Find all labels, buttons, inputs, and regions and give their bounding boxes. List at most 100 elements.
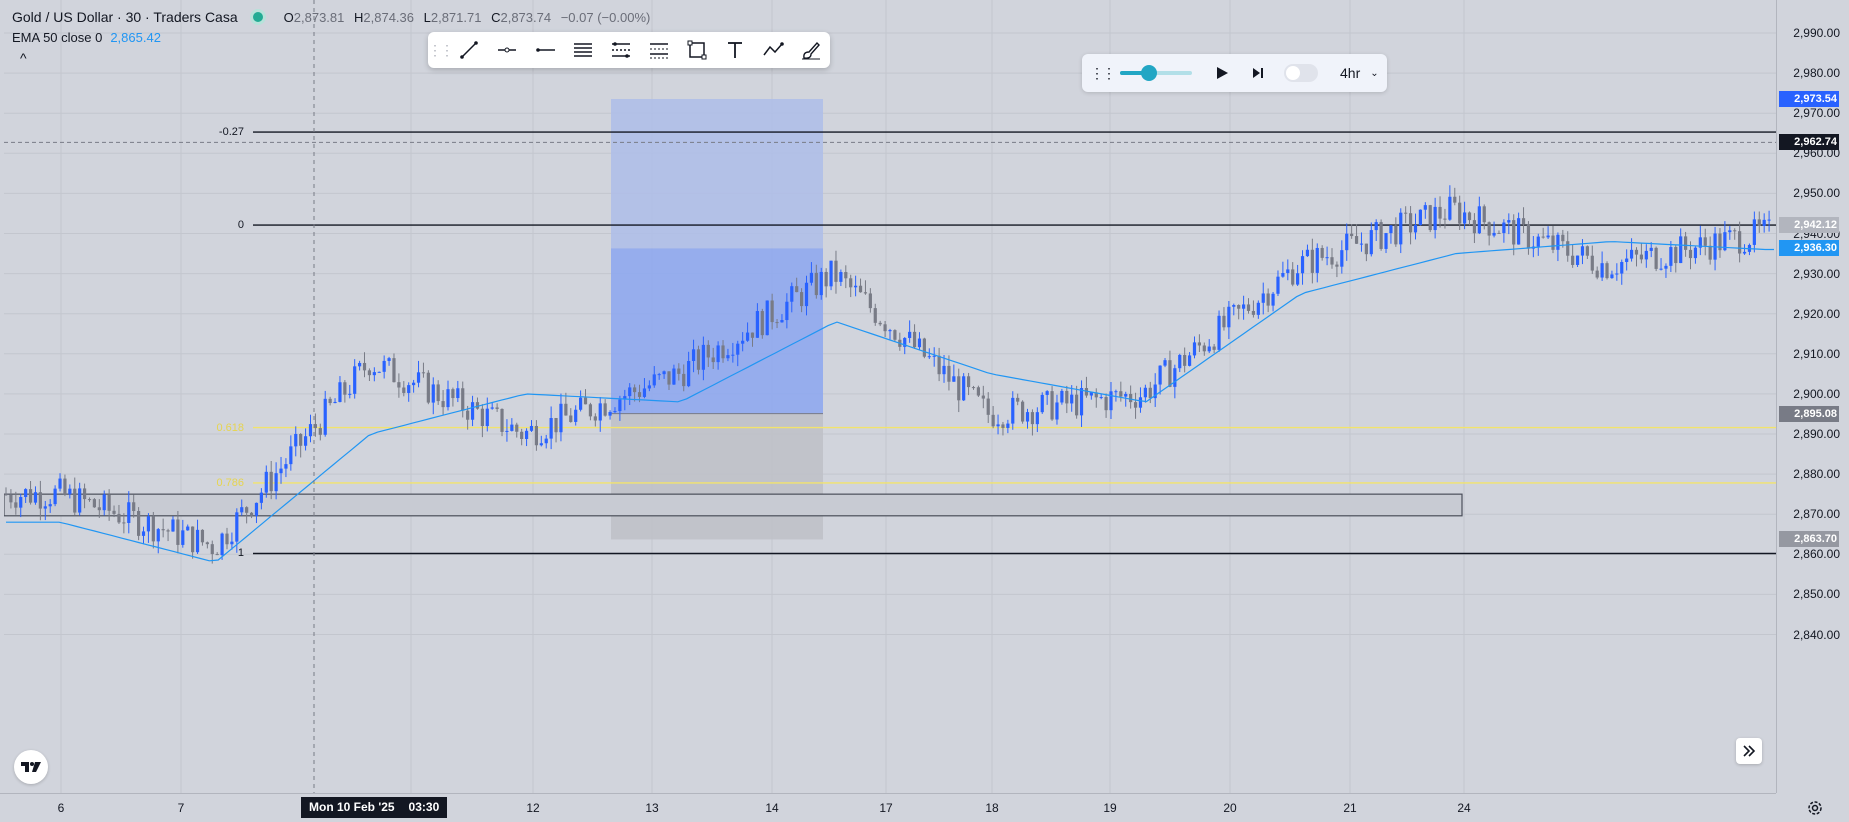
ema-indicator-label[interactable]: EMA 50 close 0 xyxy=(12,29,103,45)
candle-body xyxy=(549,418,553,439)
replay-toggle[interactable] xyxy=(1284,64,1318,82)
candle-body xyxy=(1620,261,1624,274)
candle-body xyxy=(1408,213,1413,233)
candle-body xyxy=(97,507,101,511)
candle-body xyxy=(991,414,995,427)
candle-body xyxy=(1075,394,1079,416)
candle-body xyxy=(1487,222,1491,236)
fib-retracement[interactable] xyxy=(253,131,1776,555)
candle-body xyxy=(87,499,92,501)
candle-body xyxy=(1433,206,1437,231)
candle-body xyxy=(839,272,843,282)
trend-line-icon[interactable] xyxy=(450,32,488,68)
candle-body xyxy=(1512,220,1516,245)
candle-body xyxy=(667,371,671,385)
ema-line xyxy=(6,241,1774,562)
candle-body xyxy=(102,494,106,511)
parallel-channel-icon[interactable] xyxy=(564,32,602,68)
candle-body xyxy=(908,331,912,338)
candle-body xyxy=(1379,222,1383,249)
price-tick-label: 2,880.00 xyxy=(1793,467,1840,482)
text-icon[interactable] xyxy=(716,32,754,68)
chart-legend: Gold / US Dollar · 30 · Traders Casa O2,… xyxy=(12,7,656,47)
replay-interval-select[interactable]: 4hr xyxy=(1340,65,1361,81)
collapse-legend-button[interactable]: ^ xyxy=(20,50,27,66)
price-axis[interactable]: 2,990.00 2,980.00 2,970.00 2,960.00 2,950.00… xyxy=(1776,0,1849,793)
slider-knob[interactable] xyxy=(1140,65,1157,81)
step-forward-icon[interactable] xyxy=(1240,55,1276,91)
candle-body xyxy=(633,387,637,393)
ray-icon[interactable] xyxy=(488,32,526,68)
time-tick-label: 14 xyxy=(765,801,779,815)
candle-body xyxy=(1394,225,1398,245)
price-tick-label: 2,920.00 xyxy=(1793,306,1840,321)
fib-retracement-icon[interactable] xyxy=(602,32,640,68)
chevron-down-icon[interactable]: ⌄ xyxy=(1370,67,1379,79)
candle-body xyxy=(1492,232,1496,236)
candle-body xyxy=(608,411,612,416)
candle-body xyxy=(82,488,87,500)
candle-body xyxy=(343,382,347,395)
candle-body xyxy=(392,358,396,383)
candle-body xyxy=(1674,247,1678,264)
candle-body xyxy=(416,372,421,383)
candle-body xyxy=(687,360,691,387)
brush-icon[interactable] xyxy=(792,32,830,68)
candle-body xyxy=(53,488,57,505)
symbol-title[interactable]: Gold / US Dollar · 30 · Traders Casa xyxy=(12,9,238,25)
play-icon[interactable] xyxy=(1204,55,1240,91)
candle-body xyxy=(1502,222,1506,234)
candle-body xyxy=(92,499,96,508)
candle-body xyxy=(1030,412,1035,425)
drag-handle-icon[interactable]: ⋮⋮ xyxy=(428,41,454,58)
candle-body xyxy=(1350,233,1354,237)
time-axis[interactable]: 6711121314171819202124Mon 10 Feb '2503:3… xyxy=(0,793,1776,822)
candle-body xyxy=(804,282,809,307)
candle-body xyxy=(146,516,151,532)
candle-body xyxy=(529,425,534,431)
candle-body xyxy=(583,397,588,405)
chart-pane[interactable]: -0.27 0 0.618 0.786 1 xyxy=(4,0,1776,793)
price-tick-label: 2,900.00 xyxy=(1793,386,1840,401)
chart-grid xyxy=(4,0,1776,793)
gear-icon[interactable] xyxy=(1804,797,1826,819)
candle-body xyxy=(1065,390,1069,404)
candle-body xyxy=(1237,305,1241,309)
candle-body xyxy=(775,322,779,324)
candle-body xyxy=(927,356,931,358)
candle-body xyxy=(63,478,67,495)
rectangle-icon[interactable] xyxy=(678,32,716,68)
candle-body xyxy=(220,533,224,556)
drag-handle-icon[interactable]: ⋮⋮ xyxy=(1090,64,1116,81)
candle-body xyxy=(367,370,372,376)
candle-body xyxy=(1580,246,1585,256)
candle-body xyxy=(1207,346,1211,352)
position-zones[interactable] xyxy=(4,99,1776,540)
candle-body xyxy=(1124,393,1128,397)
price-chart[interactable] xyxy=(4,0,1776,793)
candle-body xyxy=(1089,392,1093,396)
candle-body xyxy=(303,436,308,446)
time-tick-label: 18 xyxy=(985,801,999,815)
candle-body xyxy=(1011,397,1015,424)
candle-body xyxy=(790,286,794,302)
replay-speed-slider[interactable] xyxy=(1120,65,1192,81)
candle-body xyxy=(372,372,376,376)
scroll-to-realtime-button[interactable] xyxy=(1736,738,1762,764)
candle-body xyxy=(1364,243,1368,255)
fib-levels-icon[interactable] xyxy=(640,32,678,68)
tradingview-logo-icon[interactable] xyxy=(14,750,48,784)
candle-body xyxy=(942,365,946,375)
candle-body xyxy=(264,471,268,493)
candle-body xyxy=(122,522,126,524)
candle-body xyxy=(736,343,740,355)
candle-body xyxy=(976,387,980,396)
candle-body xyxy=(1477,206,1481,234)
candle-body xyxy=(1649,247,1653,251)
horizontal-line-icon[interactable] xyxy=(526,32,564,68)
candle-body xyxy=(1664,265,1668,269)
fib-level-label: 1 xyxy=(237,547,244,560)
path-icon[interactable] xyxy=(754,32,792,68)
candle-body xyxy=(701,344,705,370)
candle-body xyxy=(308,424,313,437)
